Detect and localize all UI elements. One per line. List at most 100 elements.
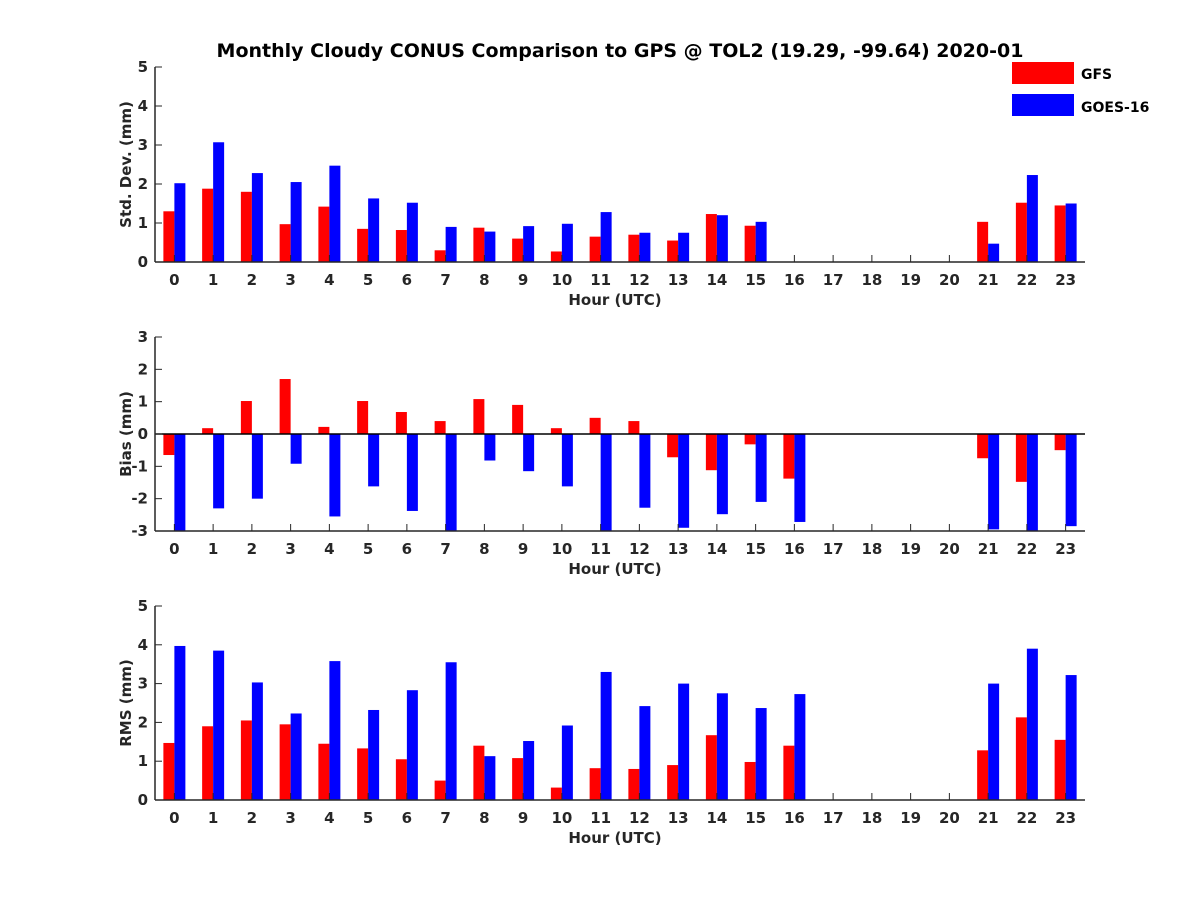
bar-gfs-hour-9 xyxy=(512,238,524,262)
x-tick-label: 1 xyxy=(208,271,218,289)
x-tick-label: 2 xyxy=(247,271,257,289)
x-tick-label: 0 xyxy=(169,540,179,558)
x-tick-label: 4 xyxy=(324,809,334,827)
legend-swatch-gfs xyxy=(1012,62,1074,84)
bar-goes16-hour-0 xyxy=(174,645,186,800)
bar-goes16-hour-22 xyxy=(1026,175,1038,262)
x-tick-label: 1 xyxy=(208,540,218,558)
bar-goes16-hour-21 xyxy=(988,243,1000,262)
y-tick-label: 5 xyxy=(138,597,148,615)
bar-goes16-hour-12 xyxy=(639,706,651,800)
bar-goes16-hour-4 xyxy=(329,434,341,517)
y-tick-label: 3 xyxy=(138,675,148,693)
y-axis-label: Bias (mm) xyxy=(117,391,135,477)
bar-goes16-hour-5 xyxy=(368,434,380,487)
bar-goes16-hour-1 xyxy=(213,650,225,800)
bar-goes16-hour-16 xyxy=(794,694,806,800)
bar-goes16-hour-21 xyxy=(988,683,1000,800)
bar-gfs-hour-16 xyxy=(783,745,795,800)
bar-goes16-hour-11 xyxy=(600,212,612,262)
legend-label-goes16: GOES-16 xyxy=(1081,100,1149,116)
bar-goes16-hour-13 xyxy=(678,434,690,528)
x-tick-label: 8 xyxy=(479,271,489,289)
bar-goes16-hour-14 xyxy=(716,434,728,515)
bar-gfs-hour-7 xyxy=(434,250,446,262)
bar-gfs-hour-22 xyxy=(1015,202,1027,262)
bar-goes16-hour-6 xyxy=(406,434,418,511)
bar-gfs-hour-10 xyxy=(550,428,562,434)
bar-gfs-hour-5 xyxy=(357,748,369,800)
bar-goes16-hour-22 xyxy=(1026,434,1038,531)
bar-goes16-hour-6 xyxy=(406,690,418,800)
bar-gfs-hour-3 xyxy=(279,724,291,800)
y-tick-label: 5 xyxy=(138,58,148,76)
bar-gfs-hour-15 xyxy=(744,225,756,262)
bar-goes16-hour-10 xyxy=(561,223,573,262)
bar-gfs-hour-1 xyxy=(202,188,214,262)
bar-gfs-hour-7 xyxy=(434,421,446,434)
x-tick-label: 18 xyxy=(861,271,882,289)
bar-goes16-hour-16 xyxy=(794,434,806,522)
bar-gfs-hour-15 xyxy=(744,434,756,445)
bar-gfs-hour-11 xyxy=(589,768,601,800)
bar-gfs-hour-13 xyxy=(667,765,679,800)
bar-goes16-hour-9 xyxy=(523,434,535,472)
x-tick-label: 23 xyxy=(1055,271,1076,289)
x-tick-label: 3 xyxy=(285,540,295,558)
bar-goes16-hour-15 xyxy=(755,434,767,502)
x-tick-label: 7 xyxy=(440,540,450,558)
y-tick-label: 0 xyxy=(138,791,148,809)
bar-gfs-hour-13 xyxy=(667,240,679,262)
bar-goes16-hour-2 xyxy=(251,682,263,800)
x-tick-label: 23 xyxy=(1055,809,1076,827)
bar-gfs-hour-23 xyxy=(1054,434,1066,451)
bar-goes16-hour-7 xyxy=(445,662,457,800)
bar-gfs-hour-21 xyxy=(977,750,989,800)
x-tick-label: 6 xyxy=(402,271,412,289)
x-tick-label: 10 xyxy=(551,540,572,558)
x-tick-label: 13 xyxy=(668,809,689,827)
x-tick-label: 21 xyxy=(978,271,999,289)
bar-goes16-hour-11 xyxy=(600,671,612,800)
bar-goes16-hour-8 xyxy=(484,231,496,262)
bar-goes16-hour-8 xyxy=(484,756,496,800)
bar-gfs-hour-3 xyxy=(279,224,291,262)
x-tick-label: 11 xyxy=(590,271,611,289)
bar-goes16-hour-5 xyxy=(368,198,380,262)
x-tick-label: 15 xyxy=(745,540,766,558)
bar-gfs-hour-9 xyxy=(512,404,524,434)
x-tick-label: 7 xyxy=(440,809,450,827)
x-tick-label: 17 xyxy=(823,271,844,289)
x-tick-label: 10 xyxy=(551,271,572,289)
x-tick-label: 22 xyxy=(1016,809,1037,827)
bar-gfs-hour-23 xyxy=(1054,739,1066,800)
y-tick-label: 0 xyxy=(138,425,148,443)
x-tick-label: 15 xyxy=(745,809,766,827)
bar-goes16-hour-0 xyxy=(174,434,186,531)
x-tick-label: 13 xyxy=(668,540,689,558)
x-tick-label: 22 xyxy=(1016,271,1037,289)
x-axis-label: Hour (UTC) xyxy=(568,291,661,309)
bar-goes16-hour-3 xyxy=(290,713,302,800)
bar-gfs-hour-4 xyxy=(318,206,330,262)
bar-goes16-hour-0 xyxy=(174,183,186,262)
x-tick-label: 9 xyxy=(518,271,528,289)
x-tick-label: 20 xyxy=(939,540,960,558)
x-tick-label: 11 xyxy=(590,809,611,827)
bar-gfs-hour-0 xyxy=(163,742,175,800)
bar-gfs-hour-14 xyxy=(705,735,717,800)
y-tick-label: -1 xyxy=(131,457,148,475)
x-tick-label: 2 xyxy=(247,809,257,827)
bar-goes16-hour-10 xyxy=(561,434,573,487)
y-tick-label: 4 xyxy=(138,97,148,115)
y-tick-label: -3 xyxy=(131,522,148,540)
x-tick-label: 0 xyxy=(169,271,179,289)
bar-goes16-hour-21 xyxy=(988,434,1000,530)
x-tick-label: 22 xyxy=(1016,540,1037,558)
x-tick-label: 14 xyxy=(706,540,727,558)
legend-label-gfs: GFS xyxy=(1081,67,1112,83)
bar-goes16-hour-14 xyxy=(716,215,728,262)
bar-goes16-hour-15 xyxy=(755,708,767,800)
